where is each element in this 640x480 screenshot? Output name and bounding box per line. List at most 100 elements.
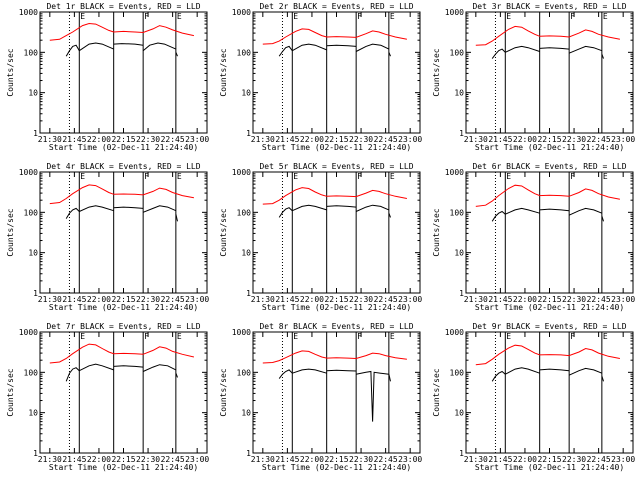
x-tick-label: 22:30 bbox=[562, 135, 586, 144]
plot-frame bbox=[252, 171, 421, 294]
series-events-segment bbox=[388, 213, 391, 218]
series-events-segment bbox=[505, 367, 540, 375]
y-tick-label: 100 bbox=[237, 48, 252, 57]
marker-label: E bbox=[177, 12, 182, 21]
x-tick-label: 21:30 bbox=[38, 295, 62, 304]
series-events-segment bbox=[142, 205, 177, 213]
series-events-segment bbox=[175, 373, 178, 378]
x-tick-label: 23:00 bbox=[398, 455, 422, 464]
series-events-segment bbox=[175, 52, 178, 57]
x-tick-label: 22:15 bbox=[111, 135, 135, 144]
x-axis-label: Start Time (02-Dec-11 21:24:40) bbox=[475, 303, 624, 312]
chart-panel-3: Det 3r BLACK = Events, RED = LLD 1 10 100 10… bbox=[432, 2, 635, 152]
x-tick-label: 21:45 bbox=[488, 135, 512, 144]
x-tick-label: 22:45 bbox=[161, 455, 185, 464]
series-events-segment bbox=[79, 205, 114, 212]
chart-title: Det 4r BLACK = Events, RED = LLD bbox=[46, 162, 200, 171]
x-tick-label: 22:15 bbox=[111, 455, 135, 464]
x-tick-label: 21:30 bbox=[464, 455, 488, 464]
x-tick-label: 22:15 bbox=[111, 295, 135, 304]
x-tick-label: 22:00 bbox=[513, 455, 537, 464]
series-events-segment bbox=[292, 43, 327, 52]
y-axis-label: Counts/sec bbox=[219, 208, 228, 256]
series-events-segment bbox=[142, 364, 177, 372]
series-events-segment bbox=[491, 48, 506, 59]
chart-title: Det 2r BLACK = Events, RED = LLD bbox=[259, 2, 413, 11]
y-tick-label: 100 bbox=[237, 368, 252, 377]
plot-frame bbox=[252, 331, 421, 454]
marker-label: E bbox=[80, 172, 85, 181]
series-events-segment bbox=[601, 216, 604, 222]
x-tick-label: 22:30 bbox=[136, 295, 160, 304]
y-tick-label: 1 bbox=[33, 129, 38, 138]
series-events-segment bbox=[601, 54, 604, 59]
plot-frame bbox=[39, 171, 208, 294]
y-tick-label: 100 bbox=[450, 48, 465, 57]
y-axis-label: Counts/sec bbox=[432, 208, 441, 256]
series-events-segment bbox=[491, 370, 506, 382]
chart-title: Det 3r BLACK = Events, RED = LLD bbox=[472, 2, 626, 11]
x-tick-label: 22:45 bbox=[161, 135, 185, 144]
x-tick-label: 21:30 bbox=[38, 135, 62, 144]
y-tick-label: 1 bbox=[33, 449, 38, 458]
x-tick-label: 22:30 bbox=[349, 455, 373, 464]
x-tick-label: 22:30 bbox=[562, 455, 586, 464]
marker-label: E bbox=[293, 172, 298, 181]
marker-label: F bbox=[357, 332, 362, 341]
series-lld-segment bbox=[49, 22, 195, 41]
y-tick-label: 10 bbox=[454, 249, 464, 258]
x-tick-label: 22:30 bbox=[136, 455, 160, 464]
chart-panel-8: Det 8r BLACK = Events, RED = LLD 1 10 100 10… bbox=[219, 322, 422, 472]
x-tick-label: 23:00 bbox=[185, 135, 209, 144]
y-axis-label: Counts/sec bbox=[219, 368, 228, 416]
series-events-segment bbox=[505, 207, 540, 215]
x-tick-label: 22:00 bbox=[300, 135, 324, 144]
series-events-segment bbox=[142, 42, 177, 52]
y-tick-label: 1000 bbox=[19, 328, 38, 337]
marker-label: F bbox=[570, 332, 575, 341]
x-tick-label: 21:30 bbox=[38, 455, 62, 464]
marker-label: F bbox=[144, 12, 149, 21]
y-tick-label: 1000 bbox=[232, 328, 251, 337]
y-axis-label: Counts/sec bbox=[219, 48, 228, 96]
y-tick-label: 10 bbox=[241, 89, 251, 98]
chart-title: Det 7r BLACK = Events, RED = LLD bbox=[46, 322, 200, 331]
series-lld-segment bbox=[49, 343, 195, 364]
chart-panel-7: Det 7r BLACK = Events, RED = LLD 1 10 100 10… bbox=[6, 322, 209, 472]
marker-label: E bbox=[506, 172, 511, 181]
x-tick-label: 21:30 bbox=[464, 135, 488, 144]
y-tick-label: 10 bbox=[28, 249, 38, 258]
x-tick-label: 22:15 bbox=[537, 455, 561, 464]
series-events-segment bbox=[278, 45, 293, 57]
x-tick-label: 22:45 bbox=[374, 135, 398, 144]
marker-label: F bbox=[357, 172, 362, 181]
chart-title: Det 5r BLACK = Events, RED = LLD bbox=[259, 162, 413, 171]
x-tick-label: 21:45 bbox=[488, 295, 512, 304]
x-tick-label: 21:30 bbox=[251, 455, 275, 464]
x-tick-label: 21:45 bbox=[488, 455, 512, 464]
marker-label: F bbox=[144, 172, 149, 181]
series-events-segment bbox=[79, 363, 114, 372]
series-events-segment bbox=[326, 205, 357, 208]
series-events-segment bbox=[568, 367, 603, 376]
series-events-segment bbox=[65, 44, 80, 57]
y-tick-label: 10 bbox=[454, 409, 464, 418]
series-events-segment bbox=[65, 367, 80, 382]
series-events-segment bbox=[355, 43, 390, 52]
y-tick-label: 100 bbox=[450, 208, 465, 217]
marker-label: E bbox=[293, 332, 298, 341]
series-events-segment bbox=[113, 43, 144, 46]
x-axis-label: Start Time (02-Dec-11 21:24:40) bbox=[262, 463, 411, 472]
plot-frame bbox=[465, 331, 634, 454]
y-tick-label: 10 bbox=[28, 409, 38, 418]
x-axis-label: Start Time (02-Dec-11 21:24:40) bbox=[49, 303, 198, 312]
chart-title: Det 9r BLACK = Events, RED = LLD bbox=[472, 322, 626, 331]
x-tick-label: 22:00 bbox=[513, 295, 537, 304]
x-tick-label: 23:00 bbox=[398, 295, 422, 304]
y-tick-label: 10 bbox=[241, 409, 251, 418]
series-events-segment bbox=[388, 374, 391, 382]
marker-label: E bbox=[177, 332, 182, 341]
series-lld-segment bbox=[475, 25, 620, 46]
series-events-segment bbox=[491, 210, 506, 222]
x-axis-label: Start Time (02-Dec-11 21:24:40) bbox=[49, 143, 198, 152]
